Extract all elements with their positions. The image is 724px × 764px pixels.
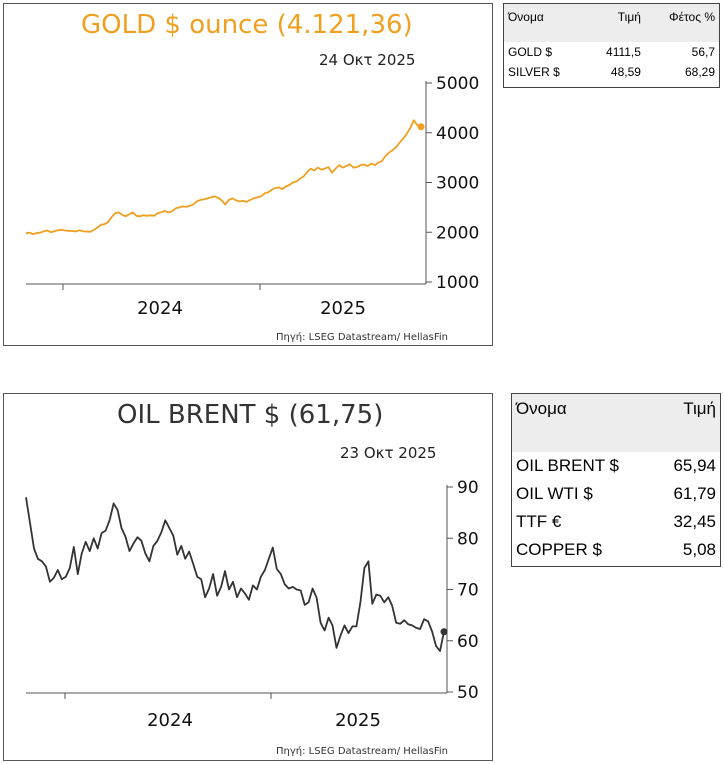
oil-chart-source: Πηγή: LSEG Datastream/ HellasFin [276, 746, 449, 757]
gold-chart-date: 24 Οκτ 2025 [319, 51, 416, 69]
gold-chart-panel: GOLD $ ounce (4.121,36) 24 Οκτ 2025 1000… [3, 3, 493, 346]
y-tick-label: 3000 [436, 174, 479, 194]
table-cell: 65,94 [673, 456, 716, 475]
oil-table-header: Όνομα Τιμή [512, 394, 720, 452]
table-cell: 61,79 [673, 484, 716, 503]
table-cell: 56,7 [691, 45, 715, 59]
table-cell: OIL WTI $ [516, 484, 593, 503]
x-tick-label: 2024 [137, 298, 183, 319]
oil-chart-date: 23 Οκτ 2025 [340, 444, 437, 462]
table-cell: 5,08 [682, 540, 716, 559]
table-row: SILVER $ 48,59 68,29 [504, 62, 719, 82]
gold-col-ytd: Φέτος % [669, 10, 715, 24]
table-cell: TTF € [516, 512, 562, 531]
y-tick-label: 70 [457, 581, 479, 601]
gold-chart-source: Πηγή: LSEG Datastream/ HellasFin [276, 332, 449, 343]
table-cell: GOLD $ [508, 45, 553, 59]
last-value-marker [440, 628, 448, 636]
oil-chart-title: OIL BRENT $ (61,75) [117, 400, 384, 430]
oil-table-panel: Όνομα Τιμή OIL BRENT $ 65,94 OIL WTI $ 6… [511, 393, 721, 567]
table-cell: 68,29 [684, 65, 715, 79]
table-row: TTF € 32,45 [512, 508, 720, 536]
series-line [25, 497, 445, 652]
oil-col-name: Όνομα [516, 399, 567, 418]
y-tick-label: 90 [457, 478, 479, 498]
x-tick-label: 2025 [335, 710, 381, 731]
oil-chart-plot: 50 60 70 80 90 2024 2025 [25, 478, 479, 731]
gold-chart-plot: 1000 2000 3000 4000 5000 2024 2025 [25, 74, 479, 319]
table-cell: 48,59 [610, 65, 641, 79]
gold-col-name: Όνομα [508, 10, 544, 24]
y-tick-label: 50 [457, 683, 479, 703]
gold-table-header: Όνομα Τιμή Φέτος % [504, 4, 719, 42]
oil-chart-panel: OIL BRENT $ (61,75) 23 Οκτ 2025 50 60 70 80… [3, 393, 493, 761]
y-tick-label: 60 [457, 632, 479, 652]
table-cell: COPPER $ [516, 540, 602, 559]
x-tick-label: 2024 [147, 710, 193, 731]
y-tick-label: 4000 [436, 124, 479, 144]
table-row: GOLD $ 4111,5 56,7 [504, 42, 719, 62]
series-line [25, 119, 422, 236]
gold-table: Όνομα Τιμή Φέτος % GOLD $ 4111,5 56,7 SI… [504, 4, 719, 82]
y-tick-label: 2000 [436, 223, 479, 243]
table-cell: OIL BRENT $ [516, 456, 619, 475]
table-row: OIL BRENT $ 65,94 [512, 452, 720, 480]
gold-col-price: Τιμή [617, 10, 641, 24]
gold-table-panel: Όνομα Τιμή Φέτος % GOLD $ 4111,5 56,7 SI… [503, 3, 720, 88]
y-tick-label: 80 [457, 529, 479, 549]
oil-col-price: Τιμή [683, 399, 716, 418]
table-cell: 32,45 [673, 512, 716, 531]
oil-table: Όνομα Τιμή OIL BRENT $ 65,94 OIL WTI $ 6… [512, 394, 720, 564]
table-cell: SILVER $ [508, 65, 560, 79]
last-value-marker [417, 123, 425, 131]
table-row: OIL WTI $ 61,79 [512, 480, 720, 508]
y-tick-label: 5000 [436, 74, 479, 94]
table-cell: 4111,5 [606, 45, 641, 59]
gold-chart-title: GOLD $ ounce (4.121,36) [81, 10, 413, 40]
table-row: COPPER $ 5,08 [512, 536, 720, 564]
y-tick-label: 1000 [436, 273, 479, 293]
x-tick-label: 2025 [320, 298, 366, 319]
